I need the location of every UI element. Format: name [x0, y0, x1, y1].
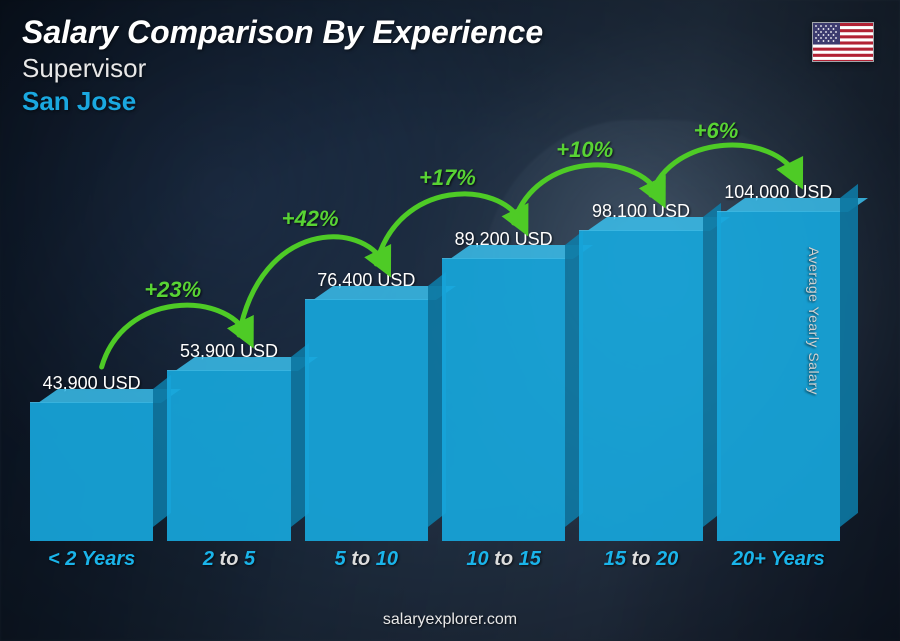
chart-subtitle: Supervisor: [22, 53, 543, 84]
bar-0: 43,900 USD: [30, 373, 153, 541]
category-labels: < 2 Years 2 to 5 5 to 10 10 to 15 15 to 20 20…: [20, 548, 850, 571]
category-label: 20+ Years: [717, 548, 840, 571]
bars-container: 43,900 USD53,900 USD76,400 USD89,200 USD…: [20, 150, 850, 541]
bar-front-face: [442, 258, 565, 541]
category-label: 5 to 10: [305, 548, 428, 571]
chart-location: San Jose: [22, 86, 543, 117]
category-label: < 2 Years: [30, 548, 153, 571]
bar-2: 76,400 USD: [305, 270, 428, 541]
bar-front-face: [579, 230, 702, 541]
us-flag-icon: [812, 22, 874, 62]
chart-title: Salary Comparison By Experience: [22, 14, 543, 51]
category-label: 15 to 20: [579, 548, 702, 571]
bar-column: [579, 230, 702, 541]
bar-4: 98,100 USD: [579, 201, 702, 541]
bar-front-face: [30, 402, 153, 541]
bar-column: [305, 299, 428, 541]
category-label: 2 to 5: [167, 548, 290, 571]
increase-pct-label: +10%: [556, 137, 613, 163]
bar-front-face: [167, 370, 290, 541]
increase-pct-label: +23%: [144, 277, 201, 303]
bar-1: 53,900 USD: [167, 341, 290, 541]
category-label: 10 to 15: [442, 548, 565, 571]
increase-pct-label: +17%: [419, 165, 476, 191]
chart-area: 43,900 USD53,900 USD76,400 USD89,200 USD…: [20, 150, 850, 571]
footer-attribution: salaryexplorer.com: [0, 611, 900, 629]
bar-3: 89,200 USD: [442, 229, 565, 541]
bar-column: [30, 402, 153, 541]
increase-pct-label: +42%: [282, 206, 339, 232]
increase-pct-label: +6%: [694, 118, 739, 144]
header-block: Salary Comparison By Experience Supervis…: [22, 14, 543, 117]
y-axis-label: Average Yearly Salary: [806, 247, 822, 395]
bar-front-face: [305, 299, 428, 541]
bar-column: [442, 258, 565, 541]
bar-column: [167, 370, 290, 541]
